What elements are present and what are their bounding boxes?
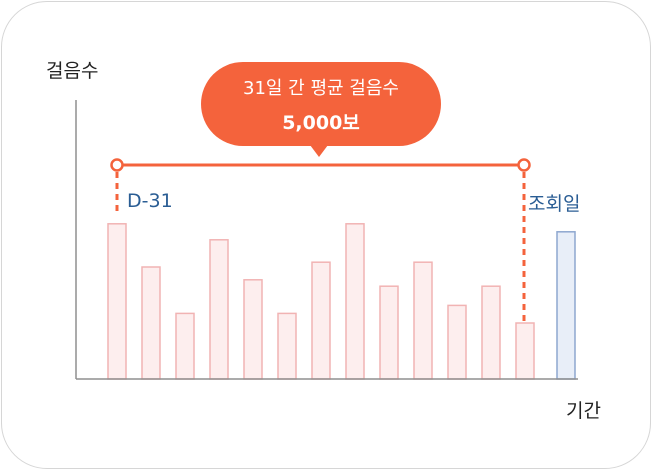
range-start-marker <box>110 158 124 172</box>
step-bar <box>481 285 501 380</box>
callout-pointer <box>310 145 328 157</box>
step-bar <box>175 312 195 380</box>
x-axis-label: 기간 <box>566 400 601 422</box>
range-start-label: D-31 <box>127 190 173 212</box>
step-bar <box>107 223 127 380</box>
step-bar <box>515 322 535 380</box>
average-callout-title: 31일 간 평균 걸음수 <box>243 78 399 99</box>
average-callout: 31일 간 평균 걸음수 5,000보 <box>201 62 441 146</box>
y-axis-label: 걸음수 <box>46 60 99 82</box>
range-end-marker <box>517 158 531 172</box>
step-bar <box>345 223 365 380</box>
step-bar <box>243 279 263 380</box>
step-bar <box>447 304 467 380</box>
query-day-bar <box>556 231 576 380</box>
step-bar <box>379 285 399 380</box>
step-bar <box>277 312 297 380</box>
query-day-label: 조회일 <box>528 193 581 215</box>
step-bar <box>141 266 161 380</box>
average-callout-value: 5,000보 <box>282 112 360 134</box>
step-bar <box>209 239 229 380</box>
step-bar <box>413 261 433 380</box>
step-bar <box>311 261 331 380</box>
